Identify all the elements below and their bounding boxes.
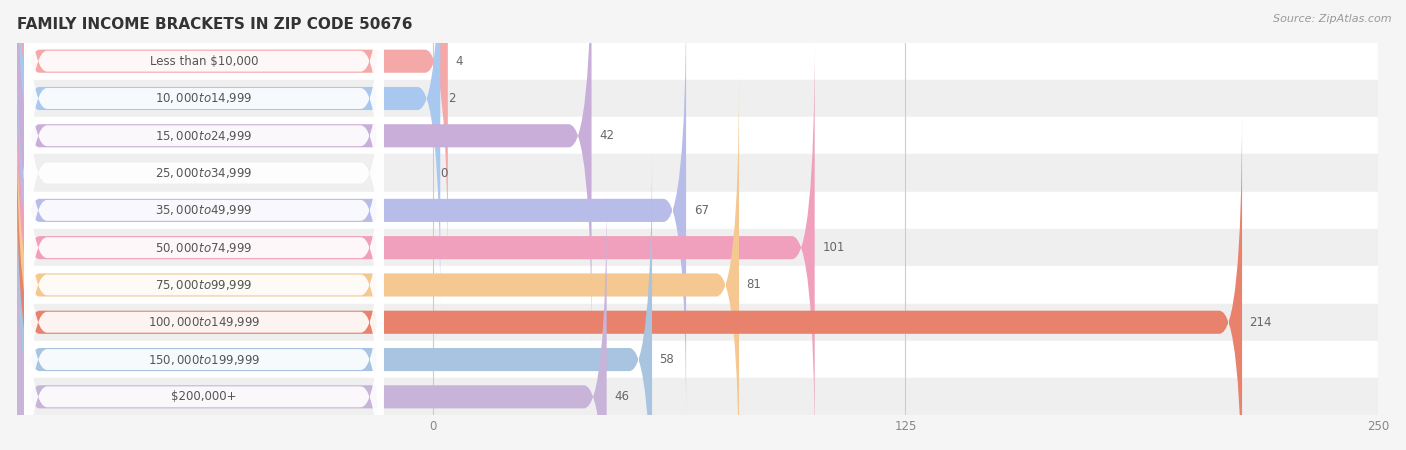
Text: FAMILY INCOME BRACKETS IN ZIP CODE 50676: FAMILY INCOME BRACKETS IN ZIP CODE 50676	[17, 17, 412, 32]
Text: 2: 2	[449, 92, 456, 105]
FancyBboxPatch shape	[24, 184, 384, 450]
Text: $35,000 to $49,999: $35,000 to $49,999	[155, 203, 253, 217]
Bar	[17, 192, 1378, 229]
Text: 46: 46	[614, 390, 630, 403]
FancyBboxPatch shape	[24, 146, 384, 450]
FancyBboxPatch shape	[17, 147, 652, 450]
Bar	[17, 378, 1378, 415]
Bar	[17, 266, 1378, 304]
Bar	[17, 229, 1378, 266]
FancyBboxPatch shape	[17, 0, 449, 274]
Text: 42: 42	[599, 129, 614, 142]
FancyBboxPatch shape	[24, 0, 384, 387]
Text: $100,000 to $149,999: $100,000 to $149,999	[148, 315, 260, 329]
Text: 214: 214	[1250, 316, 1272, 329]
Bar	[17, 304, 1378, 341]
Text: $200,000+: $200,000+	[172, 390, 236, 403]
Text: 101: 101	[823, 241, 845, 254]
Text: Source: ZipAtlas.com: Source: ZipAtlas.com	[1274, 14, 1392, 23]
Bar	[17, 154, 1378, 192]
Text: 58: 58	[659, 353, 675, 366]
Text: $50,000 to $74,999: $50,000 to $74,999	[155, 241, 253, 255]
FancyBboxPatch shape	[24, 0, 384, 349]
FancyBboxPatch shape	[24, 72, 384, 450]
FancyBboxPatch shape	[24, 34, 384, 450]
Text: $15,000 to $24,999: $15,000 to $24,999	[155, 129, 253, 143]
FancyBboxPatch shape	[17, 110, 1241, 450]
Text: $150,000 to $199,999: $150,000 to $199,999	[148, 352, 260, 367]
FancyBboxPatch shape	[17, 36, 814, 450]
Text: 4: 4	[456, 55, 463, 68]
Text: 81: 81	[747, 279, 762, 292]
Text: $25,000 to $34,999: $25,000 to $34,999	[155, 166, 253, 180]
Bar	[17, 80, 1378, 117]
FancyBboxPatch shape	[17, 73, 740, 450]
Bar	[17, 43, 1378, 80]
FancyBboxPatch shape	[17, 184, 606, 450]
Text: 0: 0	[440, 166, 447, 180]
Bar	[17, 341, 1378, 378]
FancyBboxPatch shape	[17, 0, 686, 423]
FancyBboxPatch shape	[17, 0, 592, 348]
FancyBboxPatch shape	[24, 0, 384, 274]
Text: $75,000 to $99,999: $75,000 to $99,999	[155, 278, 253, 292]
Text: Less than $10,000: Less than $10,000	[149, 55, 259, 68]
Text: 67: 67	[693, 204, 709, 217]
FancyBboxPatch shape	[24, 0, 384, 312]
Bar	[17, 117, 1378, 154]
FancyBboxPatch shape	[24, 109, 384, 450]
FancyBboxPatch shape	[17, 0, 440, 310]
Text: $10,000 to $14,999: $10,000 to $14,999	[155, 91, 253, 105]
FancyBboxPatch shape	[24, 0, 384, 424]
